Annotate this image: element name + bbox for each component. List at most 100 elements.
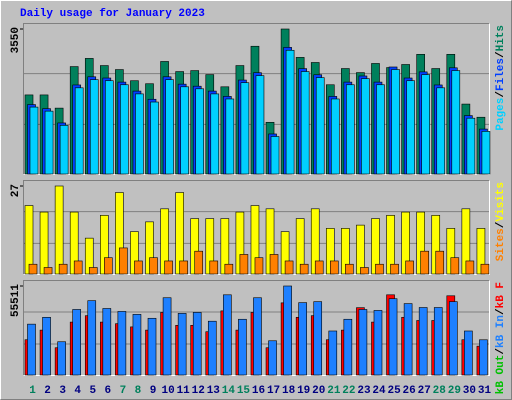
x-tick-label: 5 (89, 385, 96, 397)
bar (481, 131, 491, 175)
plot-border-dark (23, 280, 490, 376)
bar (466, 117, 476, 175)
bar (149, 257, 158, 275)
bar (58, 263, 68, 275)
bar (89, 79, 99, 175)
bar (433, 307, 443, 376)
bar (390, 263, 399, 275)
plot-border-light (23, 180, 490, 275)
bar (405, 260, 414, 275)
bar (345, 263, 354, 275)
bar (480, 263, 490, 275)
bar (464, 330, 473, 376)
bar (225, 98, 235, 175)
legend-separator: / (495, 91, 507, 98)
x-tick-label: 22 (342, 385, 355, 397)
x-tick-label: 15 (237, 385, 251, 397)
x-tick-label: 3 (59, 385, 66, 397)
bar (300, 71, 310, 175)
bar (313, 301, 323, 376)
bar (165, 79, 174, 175)
bar (39, 211, 49, 275)
x-tick-label: 10 (162, 385, 175, 397)
bar (420, 250, 429, 275)
bar (403, 303, 413, 376)
x-tick-label: 12 (192, 385, 205, 397)
x-tick-label: 30 (463, 385, 476, 397)
x-tick-label: 17 (267, 385, 280, 397)
x-tick-label: 6 (105, 385, 112, 397)
bar (73, 260, 83, 275)
bar (210, 93, 220, 175)
bar (74, 87, 84, 175)
bar (418, 307, 428, 376)
bar (270, 136, 280, 175)
legend-entry: Sites (495, 228, 507, 261)
bar (117, 311, 127, 376)
bar (253, 297, 262, 376)
legend-entry: kB F (495, 282, 507, 308)
bar (102, 308, 112, 376)
legend-entry: kB In (495, 315, 507, 348)
bar (27, 323, 36, 376)
bar (134, 260, 143, 275)
bar (435, 250, 445, 275)
legend-separator: / (495, 221, 507, 228)
y-tick-label: 55511 (10, 284, 22, 317)
bar (330, 98, 340, 175)
x-tick-label: 1 (29, 385, 36, 397)
y-tick-label: 3550 (10, 27, 22, 53)
legend-entry: Visits (495, 182, 507, 222)
bar (254, 257, 264, 275)
x-tick-label: 27 (418, 385, 431, 397)
bar (239, 254, 249, 275)
x-tick-label: 25 (387, 385, 401, 397)
x-tick-label: 18 (282, 385, 296, 397)
bar (147, 317, 157, 376)
bar (29, 106, 39, 175)
bar (328, 330, 338, 376)
bar (28, 263, 38, 275)
legend-entry: Hits (495, 25, 507, 51)
bar (24, 205, 34, 275)
x-tick-label: 9 (150, 385, 157, 397)
bar (269, 254, 279, 275)
y-tick-label: 27 (10, 184, 22, 197)
bar (179, 260, 188, 275)
bar (285, 49, 295, 175)
bar (164, 260, 173, 275)
bar (120, 84, 129, 175)
x-tick-label: 2 (44, 385, 51, 397)
legend-entry: Pages (495, 98, 507, 131)
bar (358, 309, 368, 376)
bar (255, 75, 265, 175)
bar (329, 260, 339, 275)
bar (177, 313, 187, 376)
bar (119, 247, 128, 275)
bar (360, 267, 369, 275)
bar (180, 86, 189, 175)
bar (451, 70, 461, 175)
legend-separator: / (495, 308, 507, 315)
plot-border-dark (23, 23, 490, 175)
bar (195, 88, 205, 175)
bar (361, 78, 370, 175)
bar (436, 87, 446, 175)
plot-border-light (23, 280, 490, 376)
chart-title: Daily usage for January 2023 (20, 8, 205, 20)
legend-separator: / (495, 348, 507, 355)
bar (268, 340, 277, 376)
bar (132, 314, 142, 376)
bar (88, 267, 98, 275)
legend-entry: kB Out (495, 355, 507, 395)
bar (450, 257, 460, 275)
bar (421, 74, 430, 175)
bar (43, 267, 53, 275)
bar (57, 341, 66, 376)
bar (105, 80, 114, 175)
bar (162, 297, 172, 376)
bar (346, 84, 355, 175)
bar (223, 294, 232, 376)
plot-border-light (23, 23, 490, 175)
